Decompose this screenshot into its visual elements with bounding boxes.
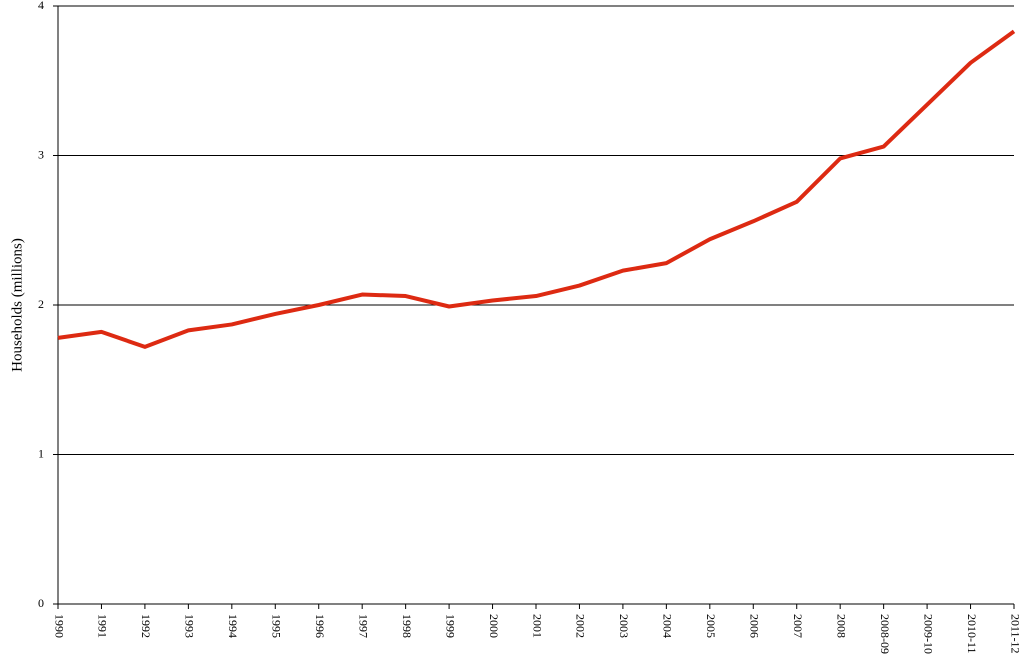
- x-tick-label: 1994: [226, 614, 240, 638]
- x-tick-label: 1991: [96, 614, 110, 638]
- y-tick-label: 2: [38, 297, 44, 311]
- x-tick-label: 2010-11: [965, 614, 979, 654]
- x-tick-label: 2008: [834, 614, 848, 638]
- line-series: [57, 29, 1016, 349]
- y-axis-label: Households (millions): [9, 238, 25, 372]
- x-tick-label: 2006: [748, 614, 762, 638]
- x-tick-label: 2005: [704, 614, 718, 638]
- x-tick-label: 1993: [183, 614, 197, 638]
- y-tick-label: 1: [38, 446, 44, 460]
- x-tick-label: 1990: [52, 614, 66, 638]
- x-tick-label: 2004: [661, 614, 675, 638]
- x-tick-label: 2009-10: [921, 614, 935, 654]
- x-tick-label: 1992: [139, 614, 153, 638]
- x-tick-label: 2001: [530, 614, 544, 638]
- y-tick-label: 3: [38, 147, 44, 161]
- y-tick-label: 4: [38, 0, 44, 12]
- x-tick-label: 1999: [443, 614, 457, 638]
- x-tick-label: 2003: [617, 614, 631, 638]
- x-tick-label: 1996: [313, 614, 327, 638]
- x-tick-label: 1997: [356, 614, 370, 638]
- x-tick-label: 1995: [270, 614, 284, 638]
- x-tick-label: 2007: [791, 614, 805, 638]
- x-tick-label: 2002: [574, 614, 588, 638]
- y-tick-label: 0: [38, 596, 44, 610]
- x-tick-label: 2011-12: [1008, 614, 1020, 654]
- x-tick-label: 1998: [400, 614, 414, 638]
- x-tick-label: 2000: [487, 614, 501, 638]
- x-tick-label: 2008-09: [878, 614, 892, 654]
